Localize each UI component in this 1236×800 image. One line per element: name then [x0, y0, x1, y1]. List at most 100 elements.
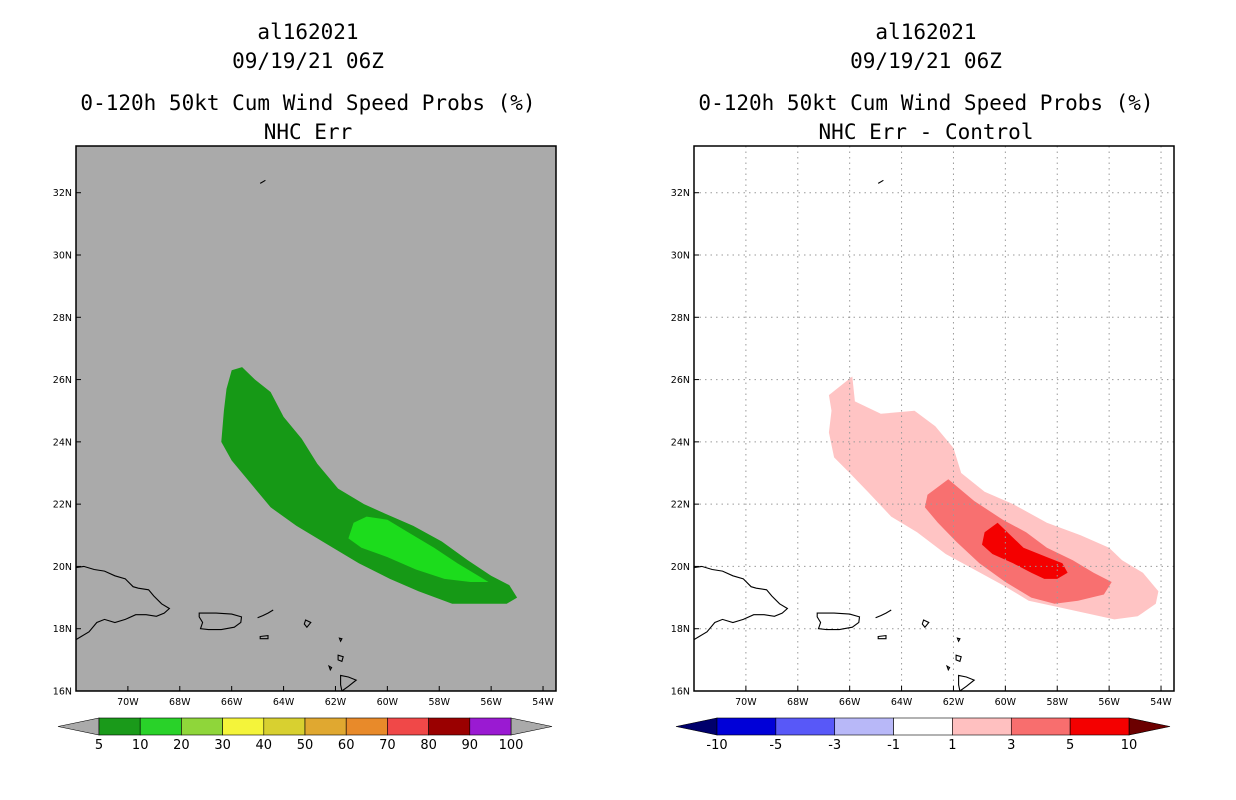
left-colorbar-label: 30: [214, 738, 231, 753]
right-x-tick-label: 66W: [839, 697, 861, 708]
left-colorbar-label: 40: [256, 738, 273, 753]
left-colorbar-swatch: [181, 717, 223, 736]
right-colorbar-label: -3: [828, 738, 841, 753]
left-coast-guadeloupe: [340, 674, 358, 691]
right-x-tick-label: 64W: [891, 697, 913, 708]
left-map-frame: [75, 145, 557, 692]
right-coast-hispaniola: [694, 565, 789, 641]
right-colorbar-swatch: [1010, 717, 1071, 736]
left-colorbar-swatch: [387, 717, 429, 736]
right-coast-puerto-rico: [816, 612, 861, 631]
right-axis-ticks: 70W 68W 66W 64W 62W 60W 58W 56W 54W 16N 18N 20N 22N 2…: [671, 188, 1173, 708]
left-map-background: [76, 146, 556, 691]
left-colorbar-swatch: [304, 717, 347, 736]
left-y-tick-label: 20N: [53, 562, 72, 573]
right-colorbar-label: 1: [948, 738, 956, 753]
left-coast-antigua: [337, 654, 344, 663]
right-coast-st-croix: [877, 634, 887, 640]
left-y-tick-label: 24N: [53, 437, 72, 448]
left-colorbar-label: 50: [297, 738, 314, 753]
left-colorbar-label: 100: [499, 738, 524, 753]
right-coast-guadeloupe: [958, 674, 976, 691]
left-coast-hispaniola: [76, 565, 171, 641]
right-colorbar-label: 5: [1066, 738, 1074, 753]
left-y-tick-label: 32N: [53, 188, 72, 199]
left-colorbar-swatch: [139, 717, 182, 736]
left-y-tick-label: 18N: [53, 624, 72, 635]
right-colorbar-swatch: [1069, 717, 1130, 736]
right-datetime: 09/19/21 06Z: [850, 49, 1002, 73]
left-x-tick-label: 56W: [480, 697, 502, 708]
left-map: 70W 68W 66W 64W 62W 60W 58W 56W 54W 16N 18N 20N 22N 2…: [53, 145, 557, 716]
right-map: 70W 68W 66W 64W 62W 60W 58W 56W 54W 16N 18N 20N 22N 2…: [671, 145, 1175, 708]
right-colorbar-swatch: [893, 717, 953, 736]
right-contour-1: [828, 376, 1159, 620]
left-x-tick-label: 58W: [429, 697, 451, 708]
right-colorbar-label: -5: [769, 738, 782, 753]
right-y-tick-label: 20N: [671, 562, 690, 573]
right-coastline: [694, 179, 976, 691]
right-y-tick-label: 18N: [671, 624, 690, 635]
right-colorbar: -10 -5 -3 -1 1 3 5 10: [675, 717, 1171, 753]
right-x-tick-label: 54W: [1150, 697, 1172, 708]
right-coast-antigua: [955, 654, 962, 663]
right-title: 0-120h 50kt Cum Wind Speed Probs (%): [698, 91, 1153, 115]
left-colorbar-swatch: [345, 717, 388, 736]
right-subtitle: NHC Err - Control: [819, 120, 1034, 144]
left-coast-montserrat: [327, 664, 333, 672]
left-colorbar-swatch: [469, 717, 512, 736]
left-colorbar-label: 90: [462, 738, 479, 753]
right-y-tick-label: 22N: [671, 500, 690, 511]
right-x-tick-label: 60W: [995, 697, 1017, 708]
left-title: 0-120h 50kt Cum Wind Speed Probs (%): [80, 91, 535, 115]
left-coast-anguilla: [303, 619, 312, 629]
left-x-tick-label: 66W: [221, 697, 243, 708]
right-x-tick-label: 70W: [735, 697, 757, 708]
left-subtitle: NHC Err: [264, 120, 353, 144]
right-contour-5: [982, 522, 1068, 579]
right-x-tick-label: 56W: [1098, 697, 1120, 708]
left-colorbar-swatch: [222, 717, 265, 736]
left-y-tick-label: 22N: [53, 500, 72, 511]
right-x-tick-label: 62W: [943, 697, 965, 708]
right-y-tick-label: 28N: [671, 313, 690, 324]
right-y-tick-label: 24N: [671, 437, 690, 448]
right-contours: [828, 376, 1159, 620]
left-colorbar-swatch: [263, 717, 306, 736]
left-x-tick-label: 62W: [325, 697, 347, 708]
right-colorbar-swatch: [834, 717, 894, 736]
right-panel-header: al162021 09/19/21 06Z 0-120h 50kt Cum Wi…: [698, 20, 1153, 144]
left-x-tick-label: 60W: [377, 697, 399, 708]
left-axis-ticks: 70W 68W 66W 64W 62W 60W 58W 56W 54W 16N 18N 20N 22N 2…: [53, 188, 555, 708]
left-coast-st-croix: [259, 634, 269, 640]
right-storm-id: al162021: [875, 20, 976, 44]
right-coast-barbuda: [956, 637, 961, 643]
left-colorbar-label: 70: [379, 738, 396, 753]
right-colorbar-swatch: [716, 717, 777, 736]
left-y-tick-label: 16N: [53, 687, 72, 698]
right-colorbar-label: -10: [706, 738, 727, 753]
left-coast-virgin-islands: [257, 609, 274, 619]
right-colorbar-label: -1: [887, 738, 900, 753]
left-contours: [221, 367, 518, 604]
left-y-tick-label: 26N: [53, 375, 72, 386]
left-colorbar-max-arrow: [510, 717, 553, 736]
right-x-tick-label: 58W: [1047, 697, 1069, 708]
right-coast-anguilla: [921, 619, 930, 629]
left-colorbar-label: 80: [420, 738, 437, 753]
left-coast-dominica: [348, 704, 353, 716]
left-colorbar-swatch: [98, 717, 141, 736]
right-colorbar-min-arrow: [675, 717, 718, 736]
left-datetime: 09/19/21 06Z: [232, 49, 384, 73]
left-contour-10: [348, 516, 489, 582]
left-coast-bermuda: [259, 179, 266, 184]
left-storm-id: al162021: [257, 20, 358, 44]
left-coast-puerto-rico: [198, 612, 243, 631]
right-colorbar-swatch: [952, 717, 1012, 736]
left-y-tick-label: 28N: [53, 313, 72, 324]
right-y-tick-label: 26N: [671, 375, 690, 386]
right-map-frame: [693, 145, 1175, 692]
left-y-tick-label: 30N: [53, 251, 72, 262]
right-colorbar-label: 3: [1007, 738, 1015, 753]
